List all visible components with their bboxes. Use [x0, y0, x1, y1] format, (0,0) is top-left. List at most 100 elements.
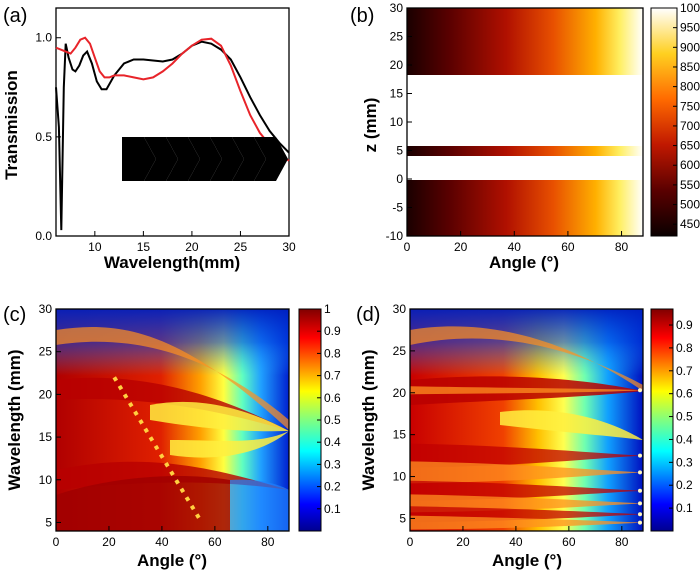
colorbar-tick-label: 0.1 [676, 501, 693, 515]
series-line-0 [55, 40, 290, 231]
focal-stripe [410, 443, 643, 468]
y-tick-label: 15 [39, 430, 53, 444]
colorbar-tick-label: 0.4 [676, 432, 693, 446]
colorbar-b [650, 7, 678, 237]
focal-stripe [410, 515, 643, 530]
x-axis-label-c: Angle (°) [137, 551, 207, 570]
grating-chevron [210, 137, 244, 181]
grating-chevron [188, 137, 222, 181]
colorbar-tick-label: 950 [680, 21, 700, 35]
y-tick-label: 10 [390, 115, 404, 129]
panel-label-a: (a) [3, 5, 27, 27]
x-tick-label: 0 [404, 240, 411, 254]
x-tick-label: 60 [561, 240, 575, 254]
grating-schematic-icon [122, 137, 156, 181]
panel-label-c: (c) [3, 304, 26, 326]
y-tick-label: 0.0 [35, 229, 52, 243]
y-tick-label: 25 [39, 345, 53, 359]
grating-chevron [254, 137, 288, 181]
x-axis-label-a: Wavelength(mm) [104, 253, 240, 272]
focal-point [638, 388, 642, 393]
x-tick-label: 40 [509, 535, 523, 549]
x-tick-label: 60 [208, 535, 222, 549]
focal-point [638, 488, 642, 493]
y-tick-label: 0.5 [35, 130, 52, 144]
y-tick-label: 10 [393, 470, 407, 484]
y-axis-label-c: Wavelength (mm) [5, 349, 24, 490]
y-tick-label: 30 [393, 302, 407, 316]
heatmap-b [407, 8, 643, 236]
series-lines-a [55, 36, 290, 231]
x-tick-label: 80 [261, 535, 275, 549]
colorbar-tick-label: 0.6 [324, 391, 341, 405]
focal-point [638, 520, 642, 525]
x-tick-label: 0 [407, 535, 414, 549]
band-top [407, 8, 643, 62]
colorbar-tick-label: 0.5 [324, 413, 341, 427]
y-tick-label: 20 [39, 387, 53, 401]
series-line-1 [55, 36, 290, 162]
panel-label-b: (b) [350, 5, 374, 27]
colorbar-tick-label: 850 [680, 60, 700, 74]
colorbar-tick-label: 700 [680, 119, 700, 133]
heatmap-d [410, 309, 643, 531]
x-tick-label: 20 [102, 535, 116, 549]
x-tick-label: 80 [615, 535, 629, 549]
band-white-mid [407, 75, 643, 146]
colorbar-tick-label: 1 [324, 302, 331, 316]
band-low [407, 156, 643, 180]
axis-ticks-c: 0 20 40 60 80 5 10 15 20 25 30 [39, 302, 275, 549]
colorbar-tick-label: 550 [680, 178, 700, 192]
y-tick-label: 15 [393, 428, 407, 442]
x-tick-label: 40 [155, 535, 169, 549]
colorbar-tick-label: 0.3 [676, 455, 693, 469]
colorbar-tick-label: 0.9 [676, 318, 693, 332]
y-tick-label: 15 [390, 87, 404, 101]
panel-label-d: (d) [356, 304, 380, 326]
focal-stripe [410, 461, 643, 484]
colorbar-tick-label: 750 [680, 99, 700, 113]
x-tick-label: 25 [234, 240, 248, 254]
grating-schematic [144, 137, 288, 181]
colorbar-tick-label: 900 [680, 40, 700, 54]
y-tick-label: -10 [386, 229, 404, 243]
yellow-lobe-lower [170, 431, 289, 458]
y-tick-label: 25 [390, 30, 404, 44]
colorbar-tick-label: 600 [680, 158, 700, 172]
panel-c: (c) 0 20 40 60 80 5 10 15 20 25 30 0.1 0.2 0.3 0.4 0.5… [3, 302, 341, 570]
focal-point [638, 501, 642, 506]
x-tick-label: 80 [615, 240, 629, 254]
y-tick-label: 1.0 [35, 31, 52, 45]
colorbar-tick-label: 800 [680, 80, 700, 94]
axis-ticks-a: 10 15 20 25 30 0.0 0.5 1.0 [35, 31, 296, 254]
grating-chevron [232, 137, 266, 181]
yellow-lobe-upper [150, 401, 289, 432]
dark-wedge [56, 475, 230, 531]
colorbar-tick-label: 500 [680, 198, 700, 212]
y-tick-label: 10 [39, 473, 53, 487]
y-tick-label: 5 [45, 515, 52, 529]
colorbar-tick-label: 0.3 [324, 457, 341, 471]
x-tick-label: 20 [185, 240, 199, 254]
dashed-line [112, 376, 204, 524]
colorbar-tick-label: 0.6 [676, 387, 693, 401]
x-tick-label: 0 [53, 535, 60, 549]
colorbar-ticks-b: 450 500 550 600 650 700 750 800 850 900 950 1000 [673, 1, 700, 231]
yellow-lobe-d [500, 410, 643, 440]
focal-point [638, 512, 642, 517]
x-tick-label: 40 [508, 240, 522, 254]
y-tick-label: 25 [393, 344, 407, 358]
x-tick-label: 30 [282, 240, 296, 254]
y-tick-label: 30 [390, 1, 404, 15]
band-thin-high [407, 62, 643, 75]
plot-frame-c [55, 308, 290, 532]
band-bottom [407, 180, 643, 236]
panel-d: (d) 0 20 40 60 80 5 10 15 20 25 30 0.1 0.2 0.3 0.4 0.5… [356, 302, 693, 570]
colorbar-tick-label: 0.8 [676, 341, 693, 355]
colorbar-d [650, 308, 674, 532]
y-tick-label: -5 [392, 201, 403, 215]
y-tick-label: 30 [39, 302, 53, 316]
colorbar-ticks-d: 0.1 0.2 0.3 0.4 0.5 0.6 0.7 0.8 0.9 [669, 318, 693, 515]
y-tick-label: 20 [393, 386, 407, 400]
focal-stripe [410, 386, 643, 395]
